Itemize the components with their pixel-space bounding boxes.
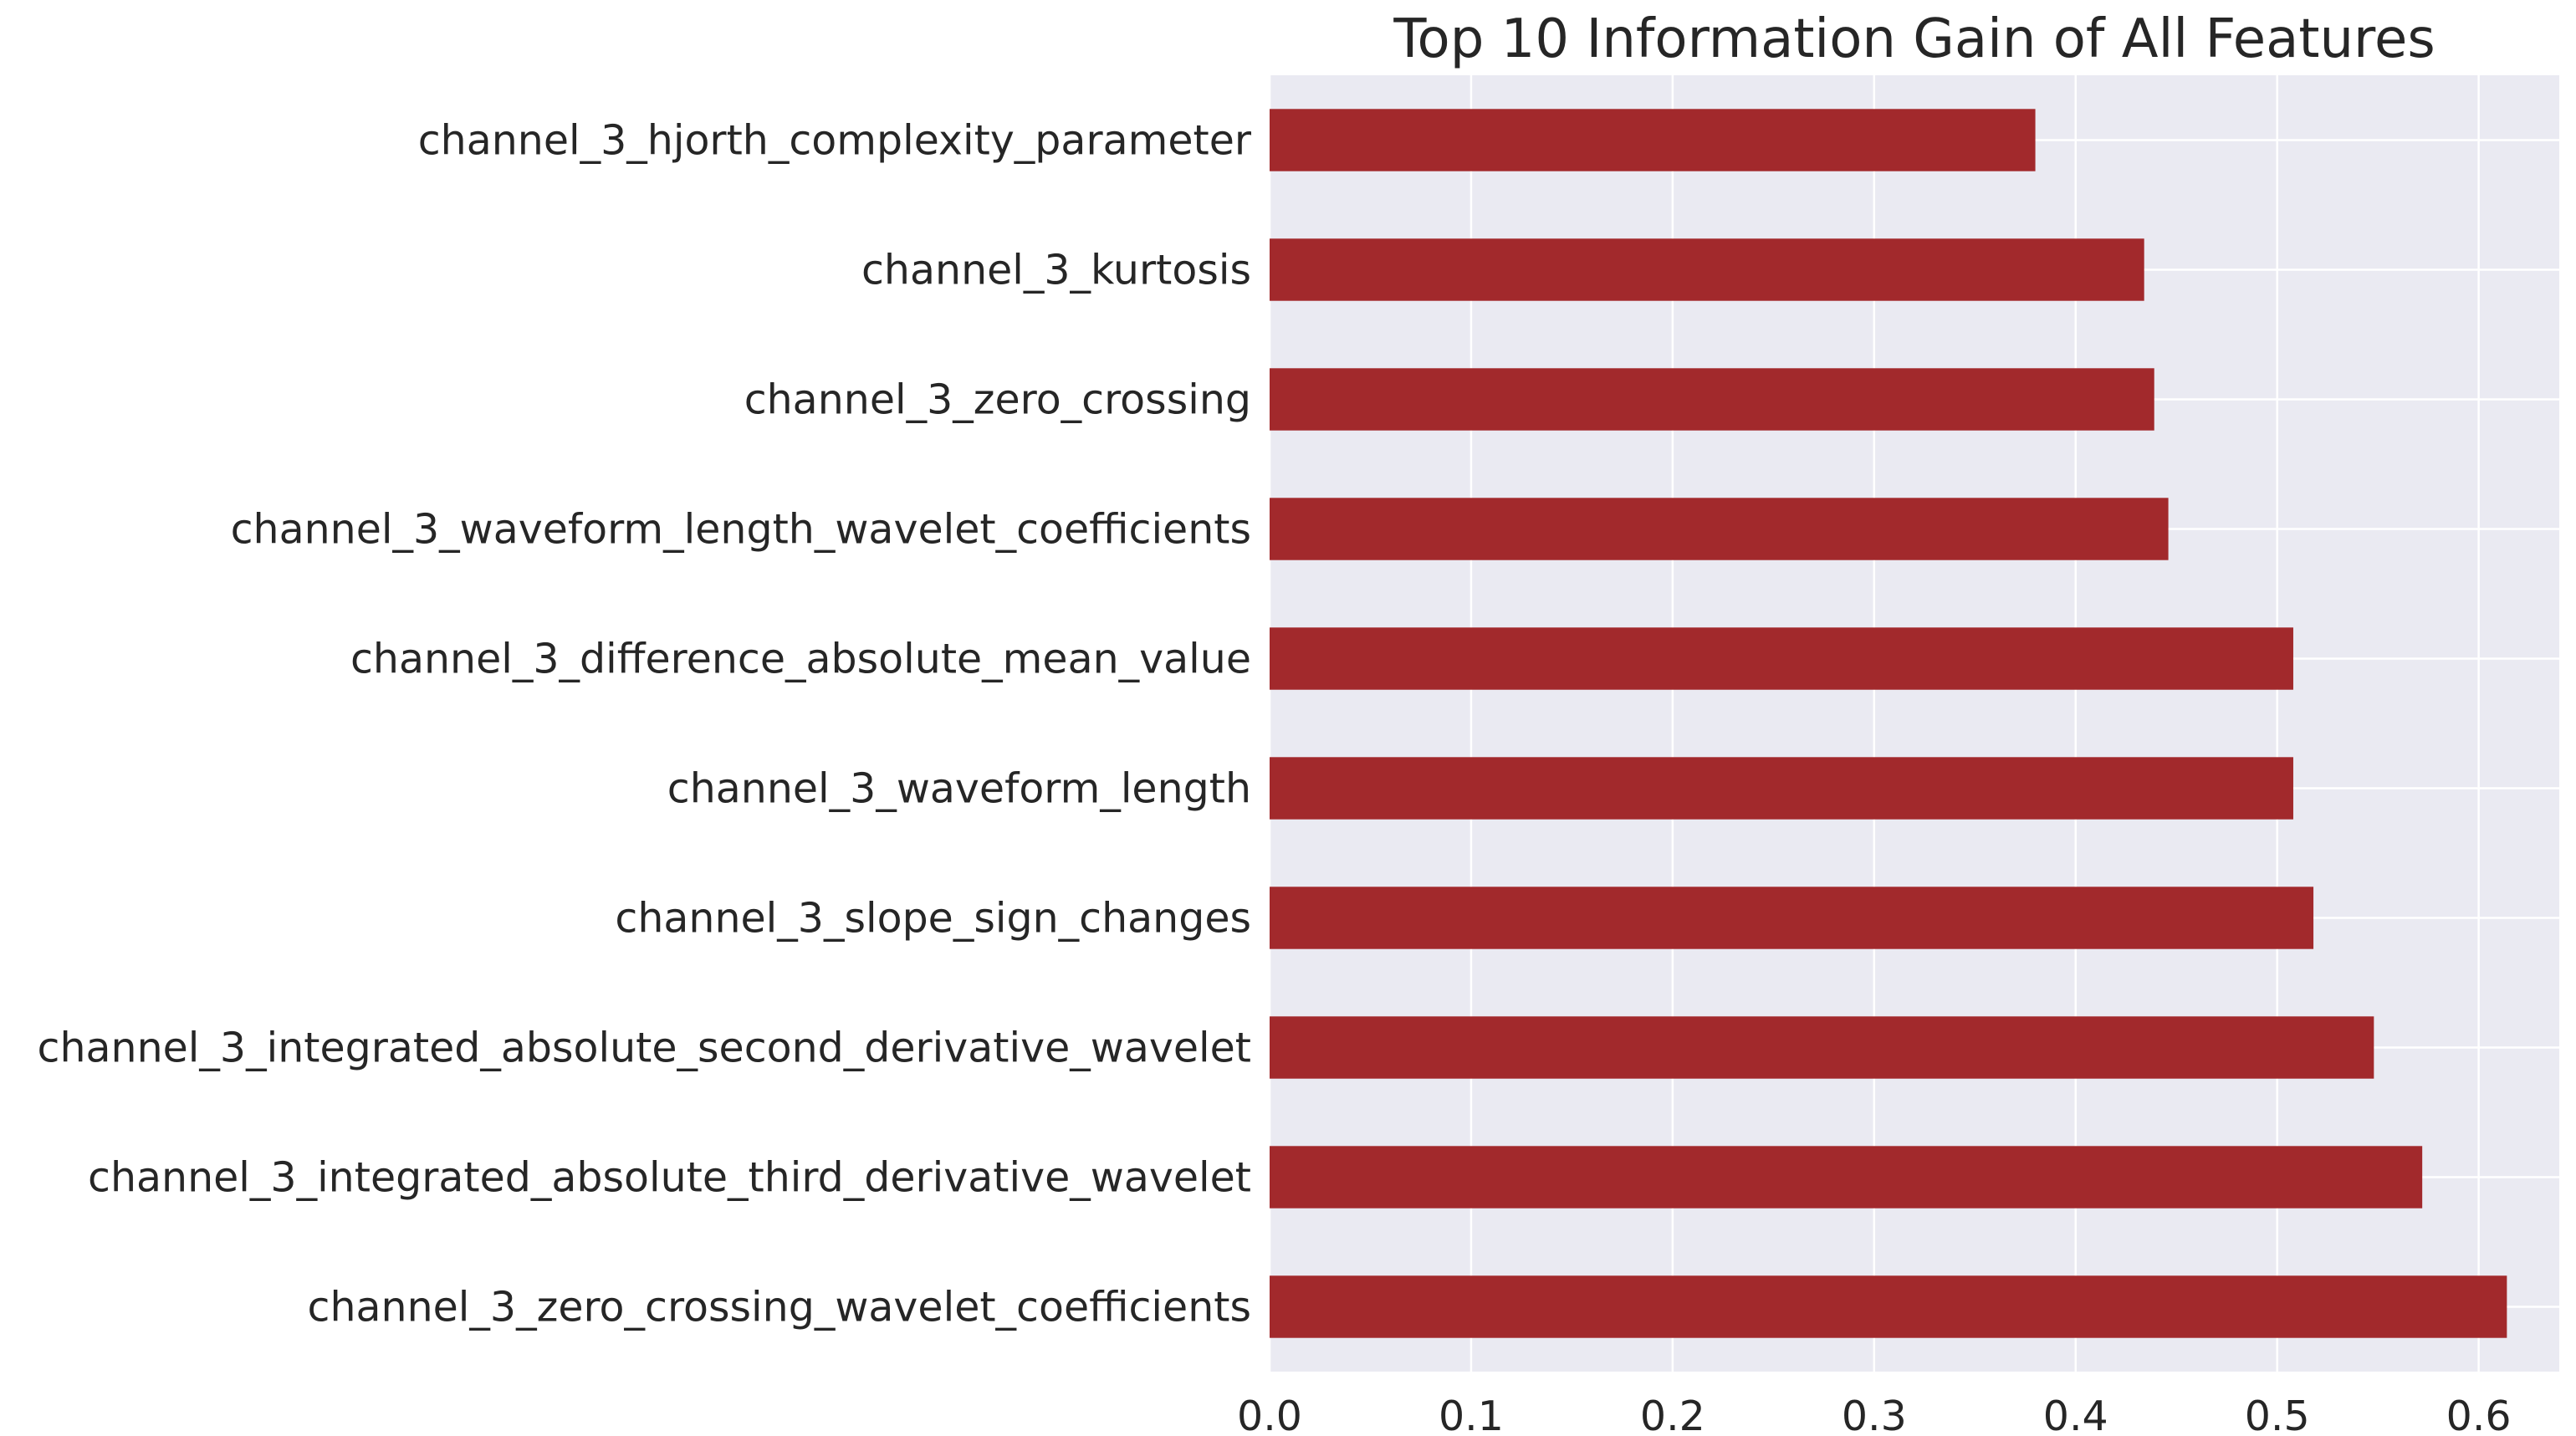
y-tick-label: channel_3_integrated_absolute_third_deri… — [88, 1154, 1251, 1202]
bar — [1270, 498, 2169, 560]
y-tick-label: channel_3_hjorth_complexity_parameter — [418, 117, 1252, 165]
y-tick-label: channel_3_kurtosis — [861, 247, 1251, 294]
bars — [1270, 109, 2507, 1338]
x-tick-label: 0.6 — [2446, 1393, 2512, 1436]
bar — [1270, 1016, 2374, 1079]
bar — [1270, 238, 2144, 301]
bar — [1270, 368, 2154, 431]
bar — [1270, 887, 2314, 949]
bar — [1270, 1275, 2507, 1338]
y-tick-label: channel_3_waveform_length — [667, 765, 1251, 813]
bar — [1270, 627, 2293, 690]
bar — [1270, 1146, 2423, 1209]
x-tick-label: 0.1 — [1439, 1393, 1504, 1436]
y-tick-labels: channel_3_hjorth_complexity_parametercha… — [38, 117, 1252, 1331]
y-tick-label: channel_3_difference_absolute_mean_value — [350, 636, 1251, 683]
bar — [1270, 757, 2293, 820]
x-tick-label: 0.4 — [2043, 1393, 2108, 1436]
y-tick-label: channel_3_slope_sign_changes — [615, 895, 1251, 943]
y-tick-label: channel_3_zero_crossing — [744, 376, 1251, 424]
x-tick-label: 0.5 — [2245, 1393, 2310, 1436]
x-tick-labels: 0.0 0.1 0.2 0.3 0.4 0.5 0.6 — [1237, 1393, 2512, 1436]
x-tick-label: 0.2 — [1640, 1393, 1705, 1436]
x-tick-label: 0.3 — [1842, 1393, 1907, 1436]
y-tick-label: channel_3_waveform_length_wavelet_coeffi… — [231, 506, 1251, 554]
y-tick-label: channel_3_integrated_absolute_second_der… — [38, 1025, 1251, 1072]
y-tick-label: channel_3_zero_crossing_wavelet_coeffici… — [308, 1284, 1251, 1331]
x-tick-label: 0.0 — [1237, 1393, 1302, 1436]
chart-title: Top 10 Information Gain of All Features — [1393, 8, 2435, 70]
bar — [1270, 109, 2036, 171]
